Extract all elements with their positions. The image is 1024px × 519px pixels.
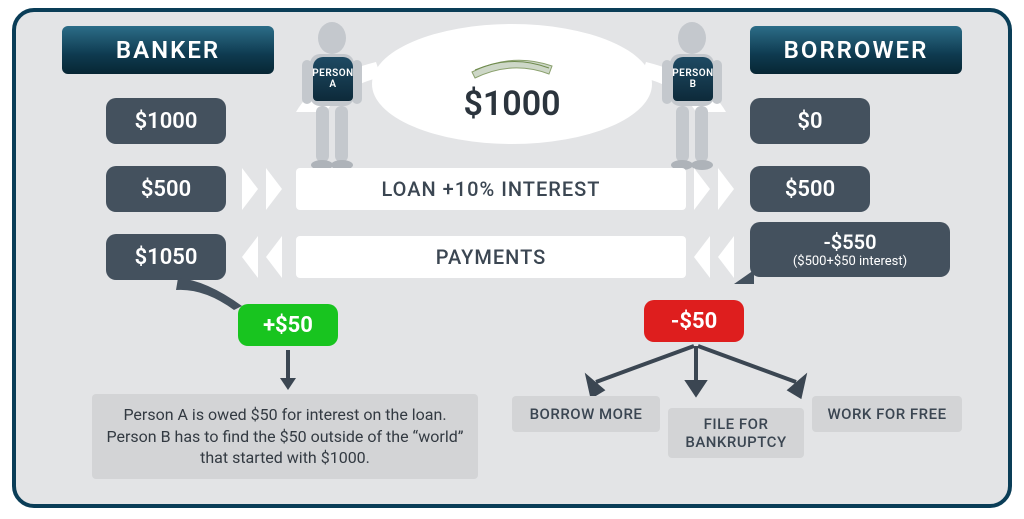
- borrower-header: BORROWER: [750, 26, 962, 74]
- center-amount: $1000: [463, 84, 560, 124]
- arrow-down-icon: [276, 348, 300, 392]
- pay-chevron-3: [694, 236, 710, 278]
- borrower-result: -$50: [644, 300, 744, 342]
- person-b-label: PERSON B: [673, 57, 713, 101]
- banker-amount-3: $1050: [106, 234, 226, 280]
- pay-chevron-1: [242, 236, 258, 278]
- diagram-frame: BANKER BORROWER $1000 PERSON A: [12, 8, 1012, 508]
- money-ellipse: $1000: [372, 24, 652, 144]
- pay-chevron-4: [718, 236, 734, 278]
- banker-amount-1: $1000: [106, 98, 226, 144]
- borrower-row3-main: -$550: [823, 230, 876, 254]
- loan-chevron-2: [266, 168, 282, 210]
- borrower-amount-3: -$550 ($500+$50 interest): [750, 222, 950, 277]
- cash-icon: [467, 44, 557, 84]
- option-borrow-more: BORROW MORE: [512, 396, 660, 432]
- banker-header: BANKER: [62, 26, 274, 74]
- loan-flow-label: LOAN +10% INTEREST: [296, 168, 686, 210]
- person-a-label: PERSON A: [313, 57, 353, 101]
- borrower-amount-2: $500: [750, 166, 870, 212]
- banker-amount-2: $500: [106, 166, 226, 212]
- loan-chevron-1: [242, 168, 258, 210]
- loan-chevron-3: [694, 168, 710, 210]
- pay-chevron-2: [266, 236, 282, 278]
- explanation-note: Person A is owed $50 for interest on the…: [92, 394, 478, 479]
- loan-chevron-4: [718, 168, 734, 210]
- option-bankruptcy: FILE FOR BANKRUPTCY: [668, 408, 804, 458]
- option-work-free: WORK FOR FREE: [812, 396, 962, 432]
- borrower-callout-tail: [734, 270, 754, 284]
- banker-result: +$50: [238, 304, 338, 346]
- borrower-row3-sub: ($500+$50 interest): [764, 254, 936, 269]
- borrower-amount-1: $0: [750, 98, 870, 144]
- options-arrows: [556, 342, 836, 402]
- payments-flow-label: PAYMENTS: [296, 236, 686, 278]
